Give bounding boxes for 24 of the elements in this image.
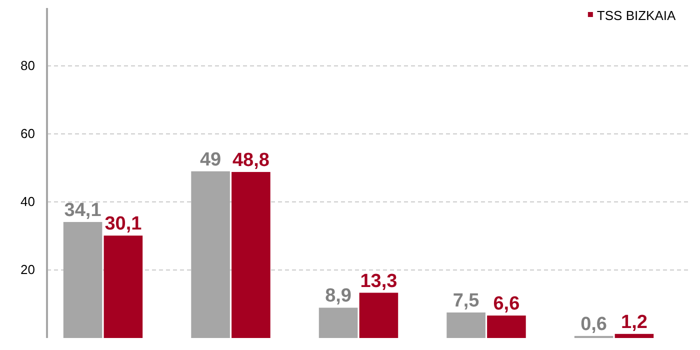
y-tick-label: 20 [20,262,35,278]
y-tick-label: 60 [20,126,35,142]
data-label: 49 [200,149,222,170]
bar [191,171,230,338]
bar [614,334,654,338]
bar [318,308,358,338]
y-tick-label: 40 [20,194,35,210]
data-label: 1,2 [621,312,648,333]
bar [359,292,398,338]
data-label: 13,3 [360,270,398,292]
data-label: 6,6 [493,294,520,315]
data-label: 34,1 [64,200,102,221]
data-label: 0,6 [580,314,608,335]
bar [487,316,526,338]
data-label: 8,9 [325,286,352,307]
bar [232,172,270,338]
bar [104,236,143,338]
data-label: 7,5 [452,290,480,312]
bar [446,312,486,338]
bar [63,222,102,338]
legend-label: TSS BIZKAIA [596,8,676,23]
data-label: 48,8 [232,150,270,171]
y-tick-label: 80 [20,58,35,73]
data-label: 30,1 [104,214,142,235]
